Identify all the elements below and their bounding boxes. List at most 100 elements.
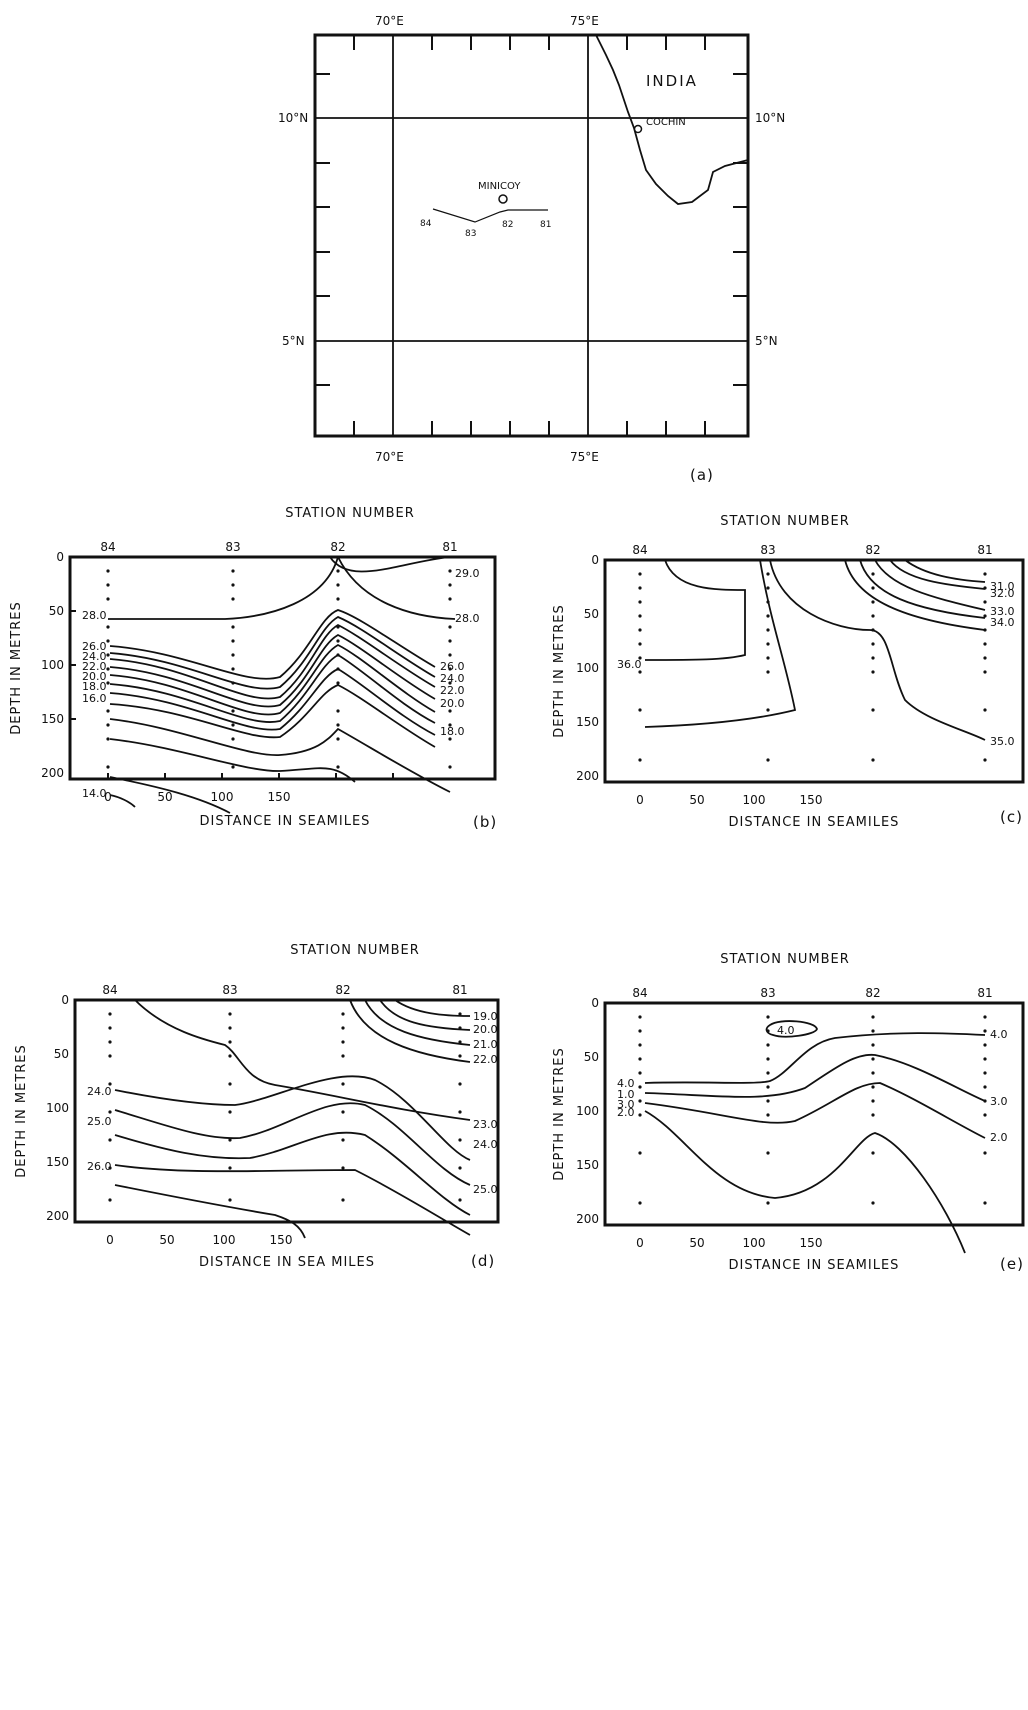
panel-d-isoline xyxy=(364,999,471,1046)
panel-b-sample-dot xyxy=(448,723,452,727)
panel-e-isoline xyxy=(644,1110,966,1254)
map-station-82: 82 xyxy=(502,220,513,230)
panel-d-sample-dot xyxy=(458,1040,462,1044)
panel-b-isoline xyxy=(329,556,451,573)
panel-e-station-84: 84 xyxy=(632,986,647,1000)
panel-b-contour-label: 28.0 xyxy=(82,609,107,622)
panel-b-isoline xyxy=(109,633,436,708)
panel-b-sample-dot xyxy=(106,737,110,741)
panel-c-contour-label: 33.0 xyxy=(990,605,1015,618)
panel-e-sample-dot xyxy=(638,1201,642,1205)
panel-e-ytick-100: 100 xyxy=(576,1104,599,1118)
panel-b-sample-dot xyxy=(106,667,110,671)
panel-e-sample-dot xyxy=(871,1029,875,1033)
panel-d-sample-dot xyxy=(341,1026,345,1030)
panel-c-sample-dot xyxy=(766,758,770,762)
panel-d-station-81: 81 xyxy=(452,983,467,997)
panel-c-sample-dot xyxy=(766,586,770,590)
panel-e-sample-dot xyxy=(983,1113,987,1117)
panel-b-isoline xyxy=(109,623,436,700)
map-panel: COCHIN INDIA MINICOY 84 83 82 81 70°E 75… xyxy=(278,14,785,484)
panel-e-xlabel: DISTANCE IN SEAMILES xyxy=(729,1258,900,1273)
panel-d-ytick-0: 0 xyxy=(61,993,69,1007)
panel-d-contour-label: 23.0 xyxy=(473,1118,498,1131)
panel-d-sample-dot xyxy=(341,1082,345,1086)
panel-e-station-82: 82 xyxy=(865,986,880,1000)
panel-c-sample-dot xyxy=(983,670,987,674)
panel-b-sample-dot xyxy=(106,723,110,727)
panel-c-sample-dot xyxy=(983,600,987,604)
panel-c-sample-dot xyxy=(766,670,770,674)
panel-e-contour-label: 2.0 xyxy=(990,1131,1008,1144)
panel-d-isoline xyxy=(114,1102,471,1186)
panel-b-contour-label: 22.0 xyxy=(82,660,107,673)
panel-b-contour-label: 18.0 xyxy=(440,725,465,738)
panel-b-station-84: 84 xyxy=(100,540,115,554)
panel-e-contour-label: 4.0 xyxy=(617,1077,635,1090)
panel-c-station-82: 82 xyxy=(865,543,880,557)
panel-e-sample-dot xyxy=(871,1085,875,1089)
map-station-84: 84 xyxy=(420,219,432,229)
panel-b-sample-dot xyxy=(231,765,235,769)
panel-c-sample-dot xyxy=(766,628,770,632)
panel-d-sample-dot xyxy=(228,1198,232,1202)
panel-e-isoline xyxy=(644,1082,986,1139)
panel-b-sample-dot xyxy=(448,709,452,713)
panel-b-contour-label: 20.0 xyxy=(82,670,107,683)
panel-b-xtick-50: 50 xyxy=(157,790,172,804)
panel-b-isoline xyxy=(109,776,231,814)
panel-b-contour-label: 18.0 xyxy=(82,680,107,693)
panel-b-sample-dot xyxy=(336,737,340,741)
panel-d-sample-dot xyxy=(228,1054,232,1058)
panel-c-sample-dot xyxy=(983,642,987,646)
panel-d-sample-dot xyxy=(458,1054,462,1058)
panel-c-sample-dot xyxy=(766,614,770,618)
panel-b-sample-dot xyxy=(448,681,452,685)
map-bottom-lon-75: 75°E xyxy=(570,450,599,464)
panel-d-sample-dot xyxy=(108,1040,112,1044)
panel-e-panel-label: (e) xyxy=(1000,1255,1024,1273)
map-station-83: 83 xyxy=(465,229,476,239)
panel-e-xtick-150: 150 xyxy=(800,1236,823,1250)
panel-c-isoline xyxy=(904,559,986,583)
panel-b-isoline xyxy=(337,556,456,620)
panel-c-isoline xyxy=(859,559,986,619)
panel-d: STATION NUMBER 84 83 82 81 0 50 100 150 … xyxy=(14,943,500,1270)
panel-b-sample-dot xyxy=(336,583,340,587)
panel-e-contour-label: 4.0 xyxy=(990,1028,1008,1041)
panel-c-sample-dot xyxy=(638,628,642,632)
panel-d-xtick-0: 0 xyxy=(106,1233,114,1247)
panel-b-isoline xyxy=(109,609,436,680)
panel-e-sample-dot xyxy=(766,1071,770,1075)
map-right-lat-10: 10°N xyxy=(755,111,785,125)
panel-e-title: STATION NUMBER xyxy=(720,952,850,967)
map-frame-ticks xyxy=(315,35,748,436)
panel-d-isoline xyxy=(114,1164,471,1236)
panel-c-sample-dot xyxy=(871,670,875,674)
panel-b-frame xyxy=(68,555,497,781)
panel-c-sample-dot xyxy=(638,656,642,660)
panel-b: STATION NUMBER 84 83 82 81 0 50 100 150 … xyxy=(9,506,497,831)
panel-c-sample-dot xyxy=(638,758,642,762)
panel-d-contour-label: 25.0 xyxy=(87,1115,112,1128)
panel-c-sample-dot xyxy=(983,708,987,712)
panel-b-sample-dot xyxy=(448,625,452,629)
panel-e-sample-dot xyxy=(871,1043,875,1047)
map-panel-label: (a) xyxy=(690,466,714,484)
panel-d-sample-dot xyxy=(458,1198,462,1202)
panel-d-contour-label: 24.0 xyxy=(87,1085,112,1098)
panel-d-isoline xyxy=(114,1131,471,1216)
panel-e-ylabel: DEPTH IN METRES xyxy=(552,1047,567,1180)
panel-c-sample-dot xyxy=(871,708,875,712)
panel-d-sample-dot xyxy=(458,1012,462,1016)
minicoy-marker xyxy=(498,194,508,204)
panel-d-sample-dot xyxy=(228,1012,232,1016)
panel-d-sample-dot xyxy=(108,1054,112,1058)
panel-e-contour-label: 1.0 xyxy=(617,1088,635,1101)
panel-b-sample-dot xyxy=(231,667,235,671)
panel-b-sample-dot xyxy=(448,597,452,601)
station-track xyxy=(432,208,548,223)
panel-b-contour-label: 24.0 xyxy=(82,650,107,663)
panel-b-xtick-150: 150 xyxy=(268,790,291,804)
panel-c: STATION NUMBER 84 83 82 81 0 50 100 150 … xyxy=(552,514,1025,830)
